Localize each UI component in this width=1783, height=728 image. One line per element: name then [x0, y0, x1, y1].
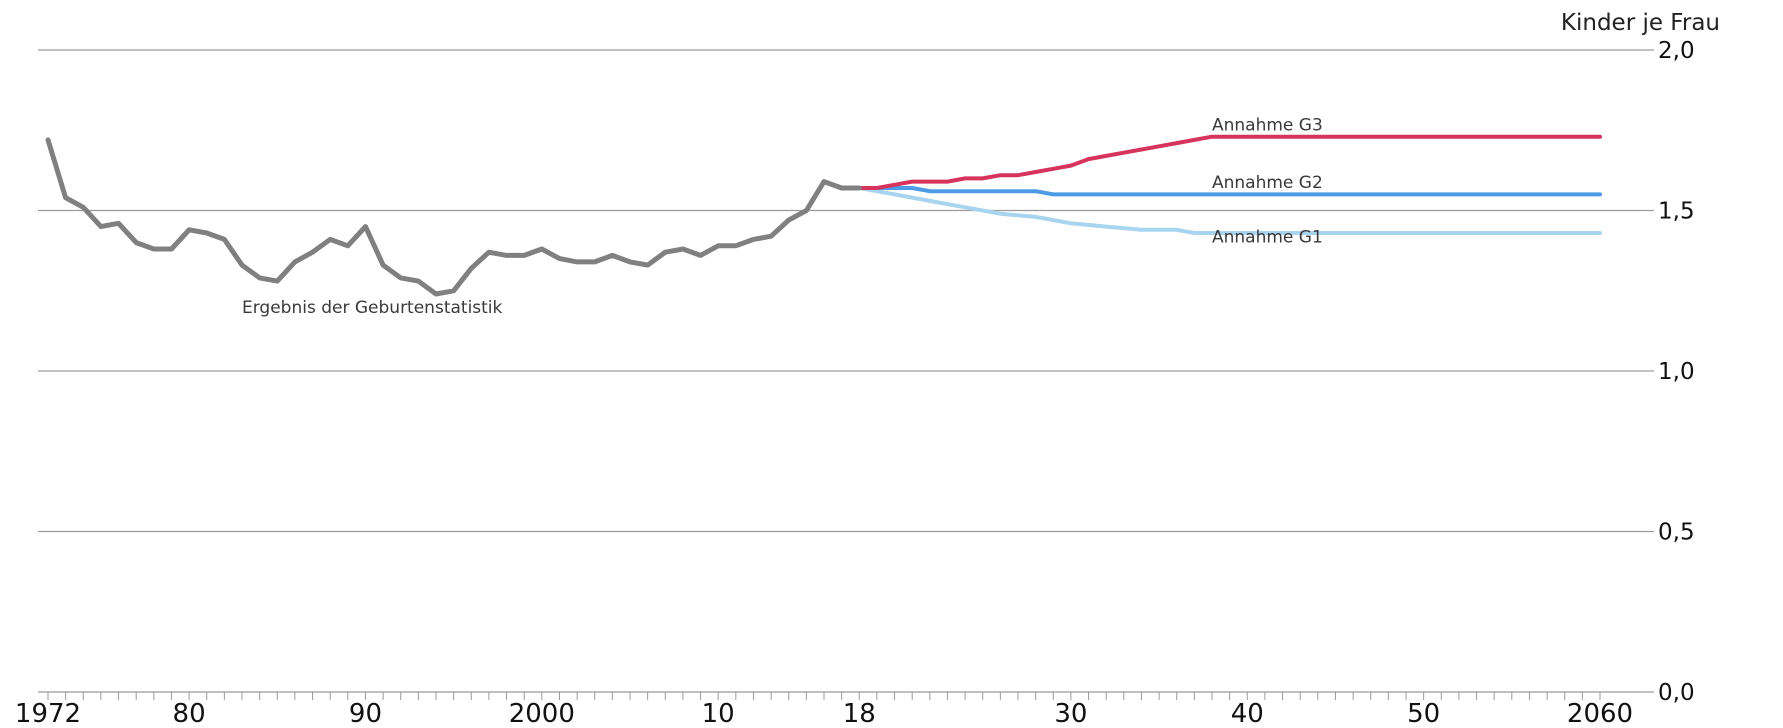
- annotation-label: Ergebnis der Geburtenstatistik: [242, 298, 503, 318]
- y-tick-label: 2,0: [1658, 38, 1695, 64]
- series-line-annahme-g1: [857, 186, 1602, 235]
- annotation-label: Annahme G2: [1212, 173, 1323, 193]
- y-axis: 0,0 0,5 1,0 1,5 2,0: [1640, 38, 1695, 706]
- x-tick-label: 10: [702, 699, 735, 728]
- series-annotations: Annahme G3 Annahme G2 Annahme G1 Ergebnis d…: [242, 115, 1323, 318]
- y-axis-unit-label: Kinder je Frau: [1561, 10, 1720, 36]
- series-line-annahme-g2: [857, 186, 1602, 197]
- series-line-annahme-g3: [857, 134, 1602, 190]
- y-tick-label: 0,5: [1658, 520, 1695, 546]
- annotation-label: Annahme G1: [1212, 228, 1323, 248]
- x-tick-label: 18: [843, 699, 876, 728]
- x-tick-label: 50: [1407, 699, 1440, 728]
- x-axis: 1972 80 90 2000 10 18 30 40 50 2060: [15, 692, 1633, 728]
- x-tick-label: 30: [1054, 699, 1087, 728]
- x-tick-label: 40: [1231, 699, 1264, 728]
- y-tick-label: 1,5: [1658, 199, 1695, 225]
- series-line-ergebnis-der-geburtenstatistik: [45, 137, 862, 297]
- x-tick-label: 2000: [509, 699, 575, 728]
- y-tick-label: 1,0: [1658, 359, 1695, 385]
- x-tick-label: 90: [349, 699, 382, 728]
- x-tick-label: 2060: [1567, 699, 1633, 728]
- annotation-label: Annahme G3: [1212, 115, 1323, 135]
- y-tick-label: 0,0: [1658, 680, 1695, 706]
- grid-lines: [38, 49, 1640, 693]
- x-tick-label: 80: [173, 699, 206, 728]
- x-tick-label: 1972: [15, 699, 81, 728]
- series-lines: [45, 134, 1602, 297]
